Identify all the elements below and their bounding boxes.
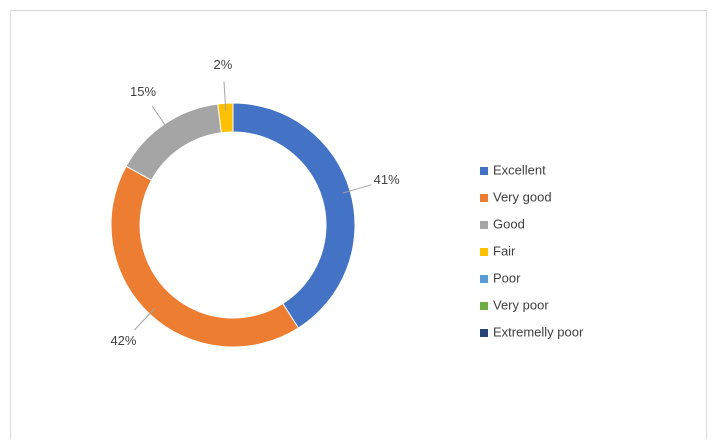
legend-label: Excellent — [493, 162, 546, 177]
leader-line — [342, 184, 372, 194]
legend-swatch — [480, 302, 488, 310]
legend-swatch — [480, 194, 488, 202]
donut-segment — [232, 102, 356, 329]
leader-line — [223, 81, 227, 112]
legend-swatch — [480, 275, 488, 283]
legend-swatch — [480, 167, 488, 175]
data-label: 41% — [374, 172, 400, 187]
legend-swatch — [480, 221, 488, 229]
legend-label: Fair — [493, 243, 516, 258]
legend-label: Very good — [493, 189, 552, 204]
data-label: 42% — [110, 333, 136, 348]
legend-label: Poor — [493, 270, 521, 285]
legend-label: Very poor — [493, 297, 549, 312]
legend-swatch — [480, 248, 488, 256]
legend-label: Good — [493, 216, 525, 231]
data-label: 15% — [130, 84, 156, 99]
leader-line — [134, 307, 156, 331]
legend-label: Extremelly poor — [493, 324, 584, 339]
leader-line — [151, 105, 170, 131]
legend-swatch — [480, 329, 488, 337]
data-label: 2% — [214, 57, 233, 72]
